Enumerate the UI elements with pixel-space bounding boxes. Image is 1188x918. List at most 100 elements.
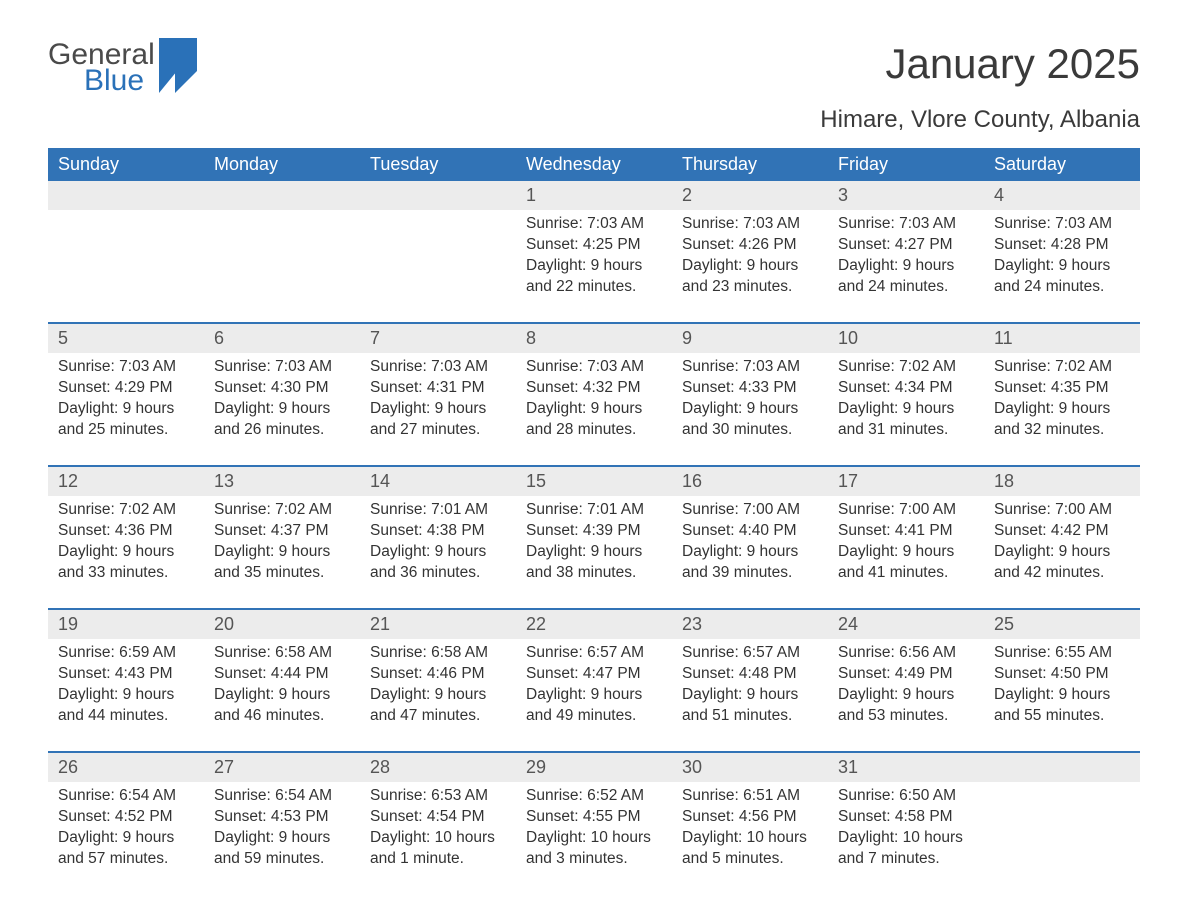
weekday-header: Tuesday — [360, 148, 516, 181]
cell-body: Sunrise: 7:00 AMSunset: 4:41 PMDaylight:… — [828, 496, 984, 590]
day-number: 21 — [360, 610, 516, 639]
daylight-text: Daylight: 9 hours and 44 minutes. — [58, 685, 194, 727]
calendar-week: 1Sunrise: 7:03 AMSunset: 4:25 PMDaylight… — [48, 181, 1140, 304]
sunset-text: Sunset: 4:39 PM — [526, 521, 662, 542]
calendar-cell: 21Sunrise: 6:58 AMSunset: 4:46 PMDayligh… — [360, 610, 516, 733]
cell-body: Sunrise: 6:58 AMSunset: 4:46 PMDaylight:… — [360, 639, 516, 733]
day-number: 23 — [672, 610, 828, 639]
day-number: 6 — [204, 324, 360, 353]
calendar-week: 5Sunrise: 7:03 AMSunset: 4:29 PMDaylight… — [48, 322, 1140, 447]
daylight-text: Daylight: 9 hours and 39 minutes. — [682, 542, 818, 584]
calendar-cell: 27Sunrise: 6:54 AMSunset: 4:53 PMDayligh… — [204, 753, 360, 876]
daylight-text: Daylight: 9 hours and 47 minutes. — [370, 685, 506, 727]
day-number: 13 — [204, 467, 360, 496]
logo-triangle-icon — [175, 38, 197, 93]
calendar-header-row: SundayMondayTuesdayWednesdayThursdayFrid… — [48, 148, 1140, 181]
cell-body: Sunrise: 7:02 AMSunset: 4:35 PMDaylight:… — [984, 353, 1140, 447]
sunset-text: Sunset: 4:29 PM — [58, 378, 194, 399]
day-number: 18 — [984, 467, 1140, 496]
daylight-text: Daylight: 9 hours and 24 minutes. — [994, 256, 1130, 298]
sunset-text: Sunset: 4:49 PM — [838, 664, 974, 685]
sunrise-text: Sunrise: 7:03 AM — [682, 357, 818, 378]
daylight-text: Daylight: 9 hours and 36 minutes. — [370, 542, 506, 584]
sunset-text: Sunset: 4:53 PM — [214, 807, 350, 828]
sunset-text: Sunset: 4:25 PM — [526, 235, 662, 256]
daylight-text: Daylight: 9 hours and 59 minutes. — [214, 828, 350, 870]
sunset-text: Sunset: 4:56 PM — [682, 807, 818, 828]
sunrise-text: Sunrise: 7:00 AM — [838, 500, 974, 521]
daylight-text: Daylight: 9 hours and 32 minutes. — [994, 399, 1130, 441]
calendar-cell: 15Sunrise: 7:01 AMSunset: 4:39 PMDayligh… — [516, 467, 672, 590]
daylight-text: Daylight: 10 hours and 1 minute. — [370, 828, 506, 870]
sunrise-text: Sunrise: 7:03 AM — [838, 214, 974, 235]
weekday-header: Thursday — [672, 148, 828, 181]
daylight-text: Daylight: 9 hours and 35 minutes. — [214, 542, 350, 584]
sunrise-text: Sunrise: 6:52 AM — [526, 786, 662, 807]
daylight-text: Daylight: 9 hours and 33 minutes. — [58, 542, 194, 584]
calendar-cell: 22Sunrise: 6:57 AMSunset: 4:47 PMDayligh… — [516, 610, 672, 733]
calendar-cell: 13Sunrise: 7:02 AMSunset: 4:37 PMDayligh… — [204, 467, 360, 590]
day-number: 27 — [204, 753, 360, 782]
calendar-cell: 30Sunrise: 6:51 AMSunset: 4:56 PMDayligh… — [672, 753, 828, 876]
cell-body: Sunrise: 7:03 AMSunset: 4:32 PMDaylight:… — [516, 353, 672, 447]
cell-body: Sunrise: 7:00 AMSunset: 4:42 PMDaylight:… — [984, 496, 1140, 590]
day-number: 11 — [984, 324, 1140, 353]
sunset-text: Sunset: 4:55 PM — [526, 807, 662, 828]
day-number: 2 — [672, 181, 828, 210]
daylight-text: Daylight: 9 hours and 42 minutes. — [994, 542, 1130, 584]
calendar-cell: 25Sunrise: 6:55 AMSunset: 4:50 PMDayligh… — [984, 610, 1140, 733]
sunrise-text: Sunrise: 7:02 AM — [58, 500, 194, 521]
calendar-week: 12Sunrise: 7:02 AMSunset: 4:36 PMDayligh… — [48, 465, 1140, 590]
day-number: 14 — [360, 467, 516, 496]
calendar: SundayMondayTuesdayWednesdayThursdayFrid… — [48, 148, 1140, 876]
day-number: 7 — [360, 324, 516, 353]
cell-body: Sunrise: 7:03 AMSunset: 4:27 PMDaylight:… — [828, 210, 984, 304]
daylight-text: Daylight: 9 hours and 24 minutes. — [838, 256, 974, 298]
daylight-text: Daylight: 9 hours and 46 minutes. — [214, 685, 350, 727]
cell-body: Sunrise: 6:56 AMSunset: 4:49 PMDaylight:… — [828, 639, 984, 733]
cell-body: Sunrise: 6:53 AMSunset: 4:54 PMDaylight:… — [360, 782, 516, 876]
calendar-cell: 7Sunrise: 7:03 AMSunset: 4:31 PMDaylight… — [360, 324, 516, 447]
daylight-text: Daylight: 9 hours and 51 minutes. — [682, 685, 818, 727]
cell-body: Sunrise: 6:54 AMSunset: 4:53 PMDaylight:… — [204, 782, 360, 876]
sunset-text: Sunset: 4:47 PM — [526, 664, 662, 685]
cell-body: Sunrise: 7:02 AMSunset: 4:37 PMDaylight:… — [204, 496, 360, 590]
cell-body: Sunrise: 7:03 AMSunset: 4:28 PMDaylight:… — [984, 210, 1140, 304]
cell-body: Sunrise: 6:57 AMSunset: 4:47 PMDaylight:… — [516, 639, 672, 733]
calendar-cell: 24Sunrise: 6:56 AMSunset: 4:49 PMDayligh… — [828, 610, 984, 733]
day-number: 22 — [516, 610, 672, 639]
sunset-text: Sunset: 4:26 PM — [682, 235, 818, 256]
calendar-cell: 14Sunrise: 7:01 AMSunset: 4:38 PMDayligh… — [360, 467, 516, 590]
weekday-header: Friday — [828, 148, 984, 181]
day-number: 31 — [828, 753, 984, 782]
location: Himare, Vlore County, Albania — [820, 106, 1140, 134]
sunrise-text: Sunrise: 7:03 AM — [526, 357, 662, 378]
cell-body: Sunrise: 7:03 AMSunset: 4:33 PMDaylight:… — [672, 353, 828, 447]
calendar-cell: 9Sunrise: 7:03 AMSunset: 4:33 PMDaylight… — [672, 324, 828, 447]
day-number: 28 — [360, 753, 516, 782]
calendar-cell: 29Sunrise: 6:52 AMSunset: 4:55 PMDayligh… — [516, 753, 672, 876]
sunrise-text: Sunrise: 7:01 AM — [370, 500, 506, 521]
sunrise-text: Sunrise: 6:50 AM — [838, 786, 974, 807]
cell-body: Sunrise: 7:03 AMSunset: 4:29 PMDaylight:… — [48, 353, 204, 447]
sunset-text: Sunset: 4:34 PM — [838, 378, 974, 399]
day-number: 16 — [672, 467, 828, 496]
calendar-cell — [984, 753, 1140, 876]
calendar-cell — [360, 181, 516, 304]
sunrise-text: Sunrise: 7:02 AM — [214, 500, 350, 521]
daylight-text: Daylight: 9 hours and 41 minutes. — [838, 542, 974, 584]
sunset-text: Sunset: 4:42 PM — [994, 521, 1130, 542]
day-number: 5 — [48, 324, 204, 353]
day-number: 3 — [828, 181, 984, 210]
day-number — [48, 181, 204, 210]
calendar-cell: 17Sunrise: 7:00 AMSunset: 4:41 PMDayligh… — [828, 467, 984, 590]
day-number: 29 — [516, 753, 672, 782]
sunset-text: Sunset: 4:28 PM — [994, 235, 1130, 256]
sunrise-text: Sunrise: 6:58 AM — [214, 643, 350, 664]
calendar-cell: 16Sunrise: 7:00 AMSunset: 4:40 PMDayligh… — [672, 467, 828, 590]
daylight-text: Daylight: 10 hours and 5 minutes. — [682, 828, 818, 870]
sunrise-text: Sunrise: 7:03 AM — [526, 214, 662, 235]
calendar-cell: 4Sunrise: 7:03 AMSunset: 4:28 PMDaylight… — [984, 181, 1140, 304]
calendar-cell: 12Sunrise: 7:02 AMSunset: 4:36 PMDayligh… — [48, 467, 204, 590]
cell-body: Sunrise: 6:52 AMSunset: 4:55 PMDaylight:… — [516, 782, 672, 876]
